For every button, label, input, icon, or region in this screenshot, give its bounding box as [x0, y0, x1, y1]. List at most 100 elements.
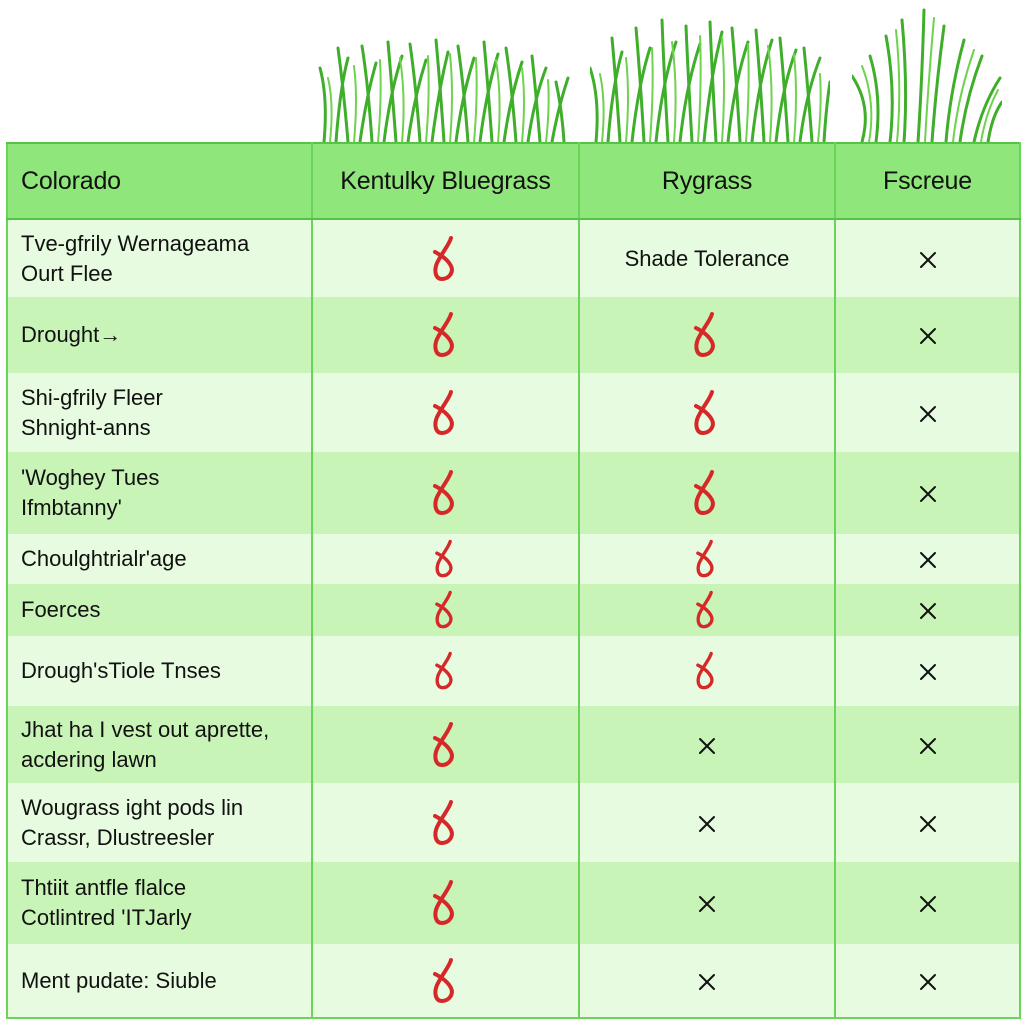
- feature-label: Foerces: [6, 584, 313, 636]
- feature-label-line: Cotlintred 'ITJarly: [21, 905, 192, 930]
- feature-label: Jhat ha I vest out aprette, acdering lawn: [6, 706, 313, 783]
- header-ryegrass: Rygrass: [578, 142, 836, 220]
- mark-cell: [311, 944, 580, 1019]
- feature-label: Tve-gfrily Wernageama Ourt Flee: [6, 219, 313, 297]
- table-row: Tve-gfrily Wernageama Ourt Flee Shade Tole…: [6, 219, 1021, 297]
- mark-cell: [834, 534, 1021, 584]
- x-icon: [699, 896, 715, 913]
- feature-label: Drought→: [6, 297, 313, 373]
- check-icon: [696, 651, 714, 690]
- mark-cell: [578, 534, 836, 584]
- check-icon: [432, 312, 454, 357]
- table-row: Thtiit antfle flalce Cotlintred 'ITJarly: [6, 862, 1021, 944]
- check-icon: [432, 957, 454, 1003]
- mark-cell: [578, 584, 836, 636]
- feature-label-line: Ifmbtanny': [21, 495, 122, 520]
- mark-cell: [311, 534, 580, 584]
- feature-label: Shi-gfrily Fleer Shnight-anns: [6, 373, 313, 452]
- feature-label-line: Foerces: [21, 597, 101, 622]
- table-row: Wougrass ight pods lin Crassr, Dlustreesl…: [6, 783, 1021, 862]
- table-row: Shi-gfrily Fleer Shnight-anns: [6, 373, 1021, 452]
- check-icon: [434, 651, 453, 690]
- feature-label-line: Drought→: [21, 322, 122, 347]
- x-icon: [919, 815, 936, 832]
- comparison-table: Colorado Kentulky Bluegrass Rygrass Fscr…: [6, 142, 1021, 1019]
- feature-label-line: Shi-gfrily Fleer: [21, 384, 163, 410]
- table-row: Drought→: [6, 297, 1021, 373]
- x-icon: [699, 973, 715, 990]
- check-icon: [432, 799, 454, 845]
- feature-label-line: Ment pudate: Siuble: [21, 967, 217, 993]
- mark-cell: [578, 862, 836, 944]
- feature-label-line: Shnight-anns: [21, 414, 151, 440]
- table-row: Foerces: [6, 584, 1021, 636]
- mark-cell: [578, 373, 836, 452]
- mark-cell: [578, 783, 836, 862]
- mark-cell: [578, 944, 836, 1019]
- feature-label: Thtiit antfle flalce Cotlintred 'ITJarly: [6, 862, 313, 944]
- mark-cell: [578, 636, 836, 706]
- check-icon: [434, 590, 453, 629]
- mark-cell: [834, 944, 1021, 1019]
- mark-cell: [834, 219, 1021, 297]
- mark-cell: [311, 783, 580, 862]
- grass-icon: [852, 8, 1002, 142]
- x-icon: [919, 664, 936, 681]
- check-icon: [696, 590, 714, 629]
- check-icon: [434, 539, 453, 578]
- mark-cell: [834, 706, 1021, 783]
- mark-cell: [578, 452, 836, 534]
- x-icon: [919, 603, 936, 620]
- header-kentucky-bluegrass: Kentulky Bluegrass: [311, 142, 580, 220]
- grass-header-images: [0, 0, 1024, 142]
- check-icon: [432, 389, 454, 435]
- mark-cell: [311, 297, 580, 373]
- mark-cell: [834, 297, 1021, 373]
- feature-label: Drough'sTiole Tnses: [6, 636, 313, 706]
- feature-label-line: Choulghtrialr'age: [21, 546, 187, 571]
- feature-label-line: Crassr, Dlustreesler: [21, 824, 215, 850]
- x-icon: [919, 486, 936, 503]
- mark-cell: [578, 297, 836, 373]
- mark-cell: [311, 706, 580, 783]
- check-icon: [432, 470, 454, 515]
- mark-cell: [311, 584, 580, 636]
- mark-cell: Shade Tolerance: [578, 219, 836, 297]
- mark-cell: [311, 636, 580, 706]
- header-colorado: Colorado: [6, 142, 313, 220]
- check-icon: [694, 470, 715, 515]
- feature-label-line: 'Woghey Tues: [21, 465, 160, 490]
- grass-icon: [590, 18, 830, 142]
- mark-cell: [311, 452, 580, 534]
- grass-icon: [318, 38, 570, 142]
- feature-label: Choulghtrialr'age: [6, 534, 313, 584]
- check-icon: [432, 721, 454, 767]
- feature-label-line: Wougrass ight pods lin: [21, 794, 244, 820]
- check-icon: [694, 389, 715, 435]
- table-row: Jhat ha I vest out aprette, acdering lawn: [6, 706, 1021, 783]
- check-icon: [694, 312, 715, 357]
- feature-label-line: Ourt Flee: [21, 260, 113, 286]
- mark-cell: [834, 452, 1021, 534]
- table-row: Choulghtrialr'age: [6, 534, 1021, 584]
- feature-label-line: Tve-gfrily Wernageama: [21, 230, 250, 256]
- mark-cell: [311, 219, 580, 297]
- x-icon: [919, 251, 936, 268]
- x-icon: [699, 815, 715, 832]
- mark-cell: [834, 373, 1021, 452]
- check-icon: [432, 880, 454, 925]
- x-icon: [699, 737, 715, 754]
- mark-cell: [578, 706, 836, 783]
- table-header-row: Colorado Kentulky Bluegrass Rygrass Fscr…: [6, 142, 1021, 220]
- check-icon: [696, 539, 714, 578]
- mark-cell: [834, 862, 1021, 944]
- x-icon: [919, 552, 936, 569]
- feature-label: 'Woghey Tues Ifmbtanny': [6, 452, 313, 534]
- x-icon: [919, 405, 936, 422]
- x-icon: [919, 328, 936, 345]
- feature-label: Ment pudate: Siuble: [6, 944, 313, 1019]
- cell-text: Shade Tolerance: [624, 245, 790, 271]
- feature-label-line: Drough'sTiole Tnses: [21, 658, 221, 683]
- mark-cell: [834, 636, 1021, 706]
- mark-cell: [311, 862, 580, 944]
